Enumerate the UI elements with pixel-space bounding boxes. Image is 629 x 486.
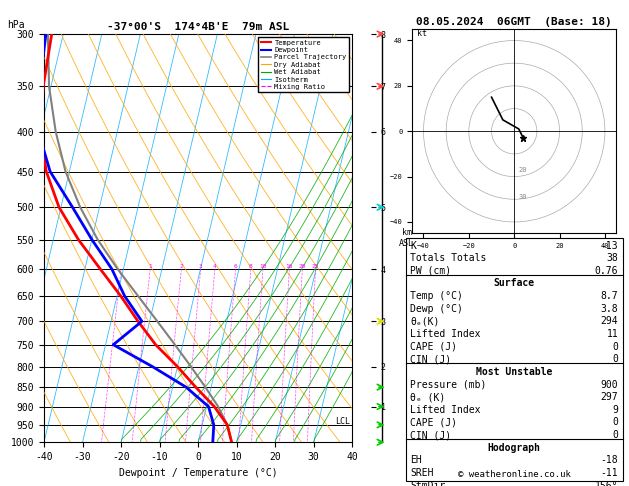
Text: 156°: 156° bbox=[595, 481, 618, 486]
Text: Temp (°C): Temp (°C) bbox=[410, 291, 463, 301]
Text: CAPE (J): CAPE (J) bbox=[410, 342, 457, 352]
Text: 8: 8 bbox=[249, 264, 253, 269]
Text: Dewp (°C): Dewp (°C) bbox=[410, 304, 463, 314]
Text: CAPE (J): CAPE (J) bbox=[410, 417, 457, 428]
Text: 25: 25 bbox=[312, 264, 320, 269]
Text: 294: 294 bbox=[601, 316, 618, 327]
Text: 20: 20 bbox=[519, 167, 527, 173]
Text: Lifted Index: Lifted Index bbox=[410, 405, 481, 415]
Text: kt: kt bbox=[416, 29, 426, 38]
Text: 8.7: 8.7 bbox=[601, 291, 618, 301]
Text: 08.05.2024  06GMT  (Base: 18): 08.05.2024 06GMT (Base: 18) bbox=[416, 17, 612, 27]
X-axis label: Dewpoint / Temperature (°C): Dewpoint / Temperature (°C) bbox=[119, 468, 277, 478]
Text: Pressure (mb): Pressure (mb) bbox=[410, 380, 486, 390]
Text: 38: 38 bbox=[606, 253, 618, 263]
Text: -18: -18 bbox=[601, 455, 618, 466]
Text: 0: 0 bbox=[613, 342, 618, 352]
Text: θₑ(K): θₑ(K) bbox=[410, 316, 440, 327]
Text: 0: 0 bbox=[613, 354, 618, 364]
Text: EH: EH bbox=[410, 455, 422, 466]
Text: 1: 1 bbox=[148, 264, 152, 269]
Title: -37°00'S  174°4B'E  79m ASL: -37°00'S 174°4B'E 79m ASL bbox=[107, 22, 289, 32]
Text: 9: 9 bbox=[613, 405, 618, 415]
Text: -11: -11 bbox=[601, 468, 618, 478]
Text: 20: 20 bbox=[299, 264, 306, 269]
Text: 11: 11 bbox=[606, 329, 618, 339]
Text: 4: 4 bbox=[213, 264, 217, 269]
Text: 0: 0 bbox=[613, 430, 618, 440]
Text: K: K bbox=[410, 241, 416, 251]
Text: 0.76: 0.76 bbox=[595, 266, 618, 276]
Text: Lifted Index: Lifted Index bbox=[410, 329, 481, 339]
Text: 900: 900 bbox=[601, 380, 618, 390]
Text: Totals Totals: Totals Totals bbox=[410, 253, 486, 263]
Legend: Temperature, Dewpoint, Parcel Trajectory, Dry Adiabat, Wet Adiabat, Isotherm, Mi: Temperature, Dewpoint, Parcel Trajectory… bbox=[259, 37, 348, 92]
Text: 0: 0 bbox=[613, 417, 618, 428]
Text: 10: 10 bbox=[259, 264, 267, 269]
Text: 3.8: 3.8 bbox=[601, 304, 618, 314]
Text: 30: 30 bbox=[519, 194, 527, 200]
Text: 3: 3 bbox=[199, 264, 203, 269]
Text: 6: 6 bbox=[234, 264, 238, 269]
Text: 16: 16 bbox=[286, 264, 293, 269]
Text: Most Unstable: Most Unstable bbox=[476, 367, 552, 377]
Text: Surface: Surface bbox=[494, 278, 535, 289]
Text: © weatheronline.co.uk: © weatheronline.co.uk bbox=[458, 469, 571, 479]
Text: θₑ (K): θₑ (K) bbox=[410, 392, 445, 402]
Text: CIN (J): CIN (J) bbox=[410, 354, 451, 364]
Text: -13: -13 bbox=[601, 241, 618, 251]
Text: StmDir: StmDir bbox=[410, 481, 445, 486]
Text: 297: 297 bbox=[601, 392, 618, 402]
Text: 2: 2 bbox=[179, 264, 183, 269]
Text: SREH: SREH bbox=[410, 468, 433, 478]
Text: Hodograph: Hodograph bbox=[487, 443, 541, 453]
Text: PW (cm): PW (cm) bbox=[410, 266, 451, 276]
Text: hPa: hPa bbox=[7, 20, 25, 30]
Text: LCL: LCL bbox=[335, 417, 350, 426]
Y-axis label: km
ASL: km ASL bbox=[399, 228, 414, 248]
Text: CIN (J): CIN (J) bbox=[410, 430, 451, 440]
